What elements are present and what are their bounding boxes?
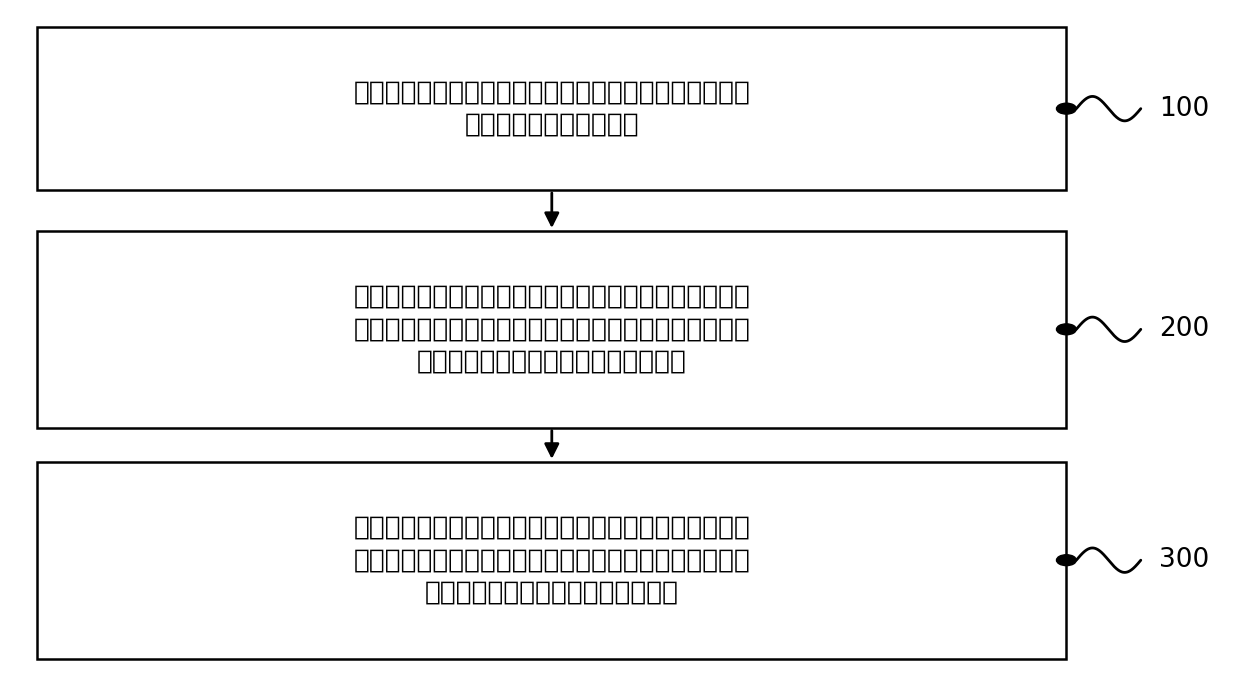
Text: 根据所述全球位姿信息、所述障碍物深度地图采用在线动: 根据所述全球位姿信息、所述障碍物深度地图采用在线动 [353,515,750,540]
FancyBboxPatch shape [37,27,1066,190]
Text: 物深度地图获取无人机的全球位姿信息: 物深度地图获取无人机的全球位姿信息 [417,349,687,375]
Circle shape [1056,555,1076,566]
Circle shape [1056,324,1076,335]
Text: 及所述深度信息融合构建障碍物深度地图，根据所述障碍: 及所述深度信息融合构建障碍物深度地图，根据所述障碍 [353,316,750,342]
Text: 200: 200 [1159,316,1210,342]
Text: 实时采集无人机周围环境的图像信息，并根据所述图像信: 实时采集无人机周围环境的图像信息，并根据所述图像信 [353,79,750,105]
Text: 息获取无人机的位姿信息: 息获取无人机的位姿信息 [465,112,639,138]
FancyBboxPatch shape [37,231,1066,428]
Circle shape [1056,103,1076,114]
FancyBboxPatch shape [37,462,1066,659]
Text: 飞行路径控制无人机的自主避障飞行: 飞行路径控制无人机的自主避障飞行 [425,580,678,606]
Text: 100: 100 [1159,96,1210,122]
Text: 态规划路径的规划方法生成无人机的飞行路径，根据所述: 态规划路径的规划方法生成无人机的飞行路径，根据所述 [353,547,750,573]
Text: 实时采集无人机与障碍物的深度信息，将所述位姿信息以: 实时采集无人机与障碍物的深度信息，将所述位姿信息以 [353,284,750,310]
Text: 300: 300 [1159,547,1210,573]
